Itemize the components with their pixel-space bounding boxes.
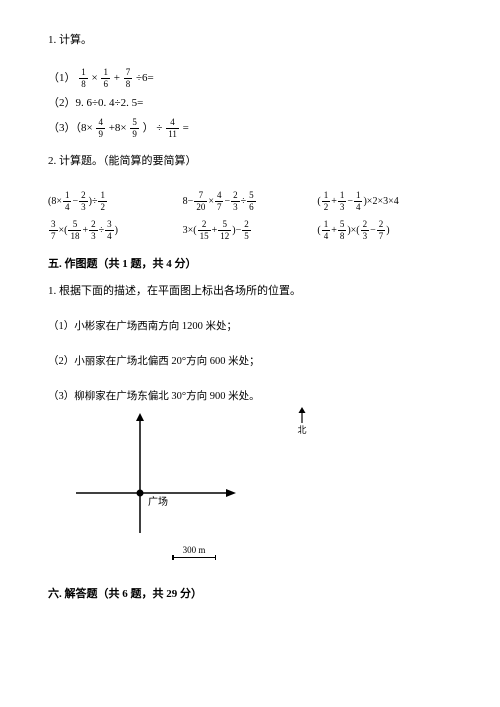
f: 23 [79,191,88,212]
f: 34 [105,220,114,241]
t: ÷ [99,225,105,236]
t: × [208,196,214,207]
t: )×2×3×4 [363,196,398,207]
f: 58 [338,220,347,241]
t: + [331,225,337,236]
axes-icon: 广场 [68,413,248,543]
q2-r1c1: (8×14−23)÷12 [48,191,183,212]
f: 14 [63,191,72,212]
f: 23 [89,220,98,241]
scale-bar: 300 m [172,545,216,558]
f: 56 [247,191,256,212]
section-6-title: 六. 解答题（共 6 题，共 29 分） [48,585,452,601]
t: + [331,196,337,207]
q1-item1: （1） 18 × 16 + 78 ÷6= [48,68,452,89]
t: ÷ [241,196,247,207]
origin-label: 广场 [148,495,168,508]
compass-north: 北 [296,407,308,436]
t: − [72,196,78,207]
section-5-title: 五. 作图题（共 1 题，共 4 分） [48,255,452,271]
f: 25 [242,220,251,241]
q2-title: 2. 计算题。（能简算的要简算） [48,153,452,171]
q1-1-prefix: （1） [48,72,76,84]
f: 13 [338,191,347,212]
scale-label: 300 m [183,545,206,555]
f: 23 [231,191,240,212]
q2-r2c3: (14+58)×(23−27) [317,220,452,241]
q1-title: 1. 计算。 [48,32,452,50]
t: + [82,225,88,236]
txt: + [114,72,123,84]
f: 512 [218,220,231,241]
txt: × [92,72,101,84]
frac-5-9: 59 [130,118,139,139]
f: 14 [354,191,363,212]
q2-r1c3: (12+13−14)×2×3×4 [317,191,452,212]
txt: ） ÷ [143,122,166,134]
t: )− [232,225,241,236]
f: 12 [98,191,107,212]
t: ( [317,196,320,207]
q1-3-prefix: （3）（8× [48,122,93,134]
t: − [224,196,230,207]
compass-label: 北 [296,423,308,436]
txt: +8× [109,122,130,134]
t: 3×( [183,225,197,236]
t: ) [115,225,118,236]
frac-4-9: 49 [96,118,105,139]
t: 8− [183,196,194,207]
frac-1-6: 16 [101,68,110,89]
q1-item2: （2）9. 6÷0. 4÷2. 5= [48,95,452,113]
q2-r1c2: 8−720×47−23÷56 [183,191,318,212]
sec5-i3: （3）柳柳家在广场东偏北 30°方向 900 米处。 [48,388,452,403]
f: 23 [361,220,370,241]
f: 12 [322,191,331,212]
f: 14 [322,220,331,241]
q2-row1: (8×14−23)÷12 8−720×47−23÷56 (12+13−14)×2… [48,191,452,212]
q2-row2: 37×(518+23÷34) 3×(215+512)−25 (14+58)×(2… [48,220,452,241]
q2-r2c2: 3×(215+512)−25 [183,220,318,241]
f: 518 [68,220,81,241]
t: − [347,196,353,207]
frac-1-8: 18 [79,68,88,89]
f: 47 [215,191,224,212]
q1-item3: （3）（8× 49 +8× 59 ） ÷ 411 = [48,118,452,139]
t: )×( [347,225,359,236]
txt: = [183,122,189,134]
frac-7-8: 78 [124,68,133,89]
t: ×( [59,225,68,236]
f: 720 [194,191,207,212]
t: )÷ [89,196,98,207]
txt: ÷6= [136,72,154,84]
sec5-i2: （2）小丽家在广场北偏西 20°方向 600 米处； [48,353,452,368]
t: + [212,225,218,236]
sec5-intro: 1. 根据下面的描述，在平面图上标出各场所的位置。 [48,283,452,301]
t: − [370,225,376,236]
t: ( [317,225,320,236]
f: 37 [49,220,58,241]
t: ) [386,225,389,236]
f: 27 [377,220,386,241]
frac-4-11: 411 [166,118,179,139]
f: 215 [198,220,211,241]
north-arrow-icon [296,407,308,423]
t: (8× [48,196,62,207]
coordinate-diagram: 北 广场 300 m [68,413,268,563]
sec5-i1: （1）小彬家在广场西南方向 1200 米处； [48,318,452,333]
q2-r2c1: 37×(518+23÷34) [48,220,183,241]
